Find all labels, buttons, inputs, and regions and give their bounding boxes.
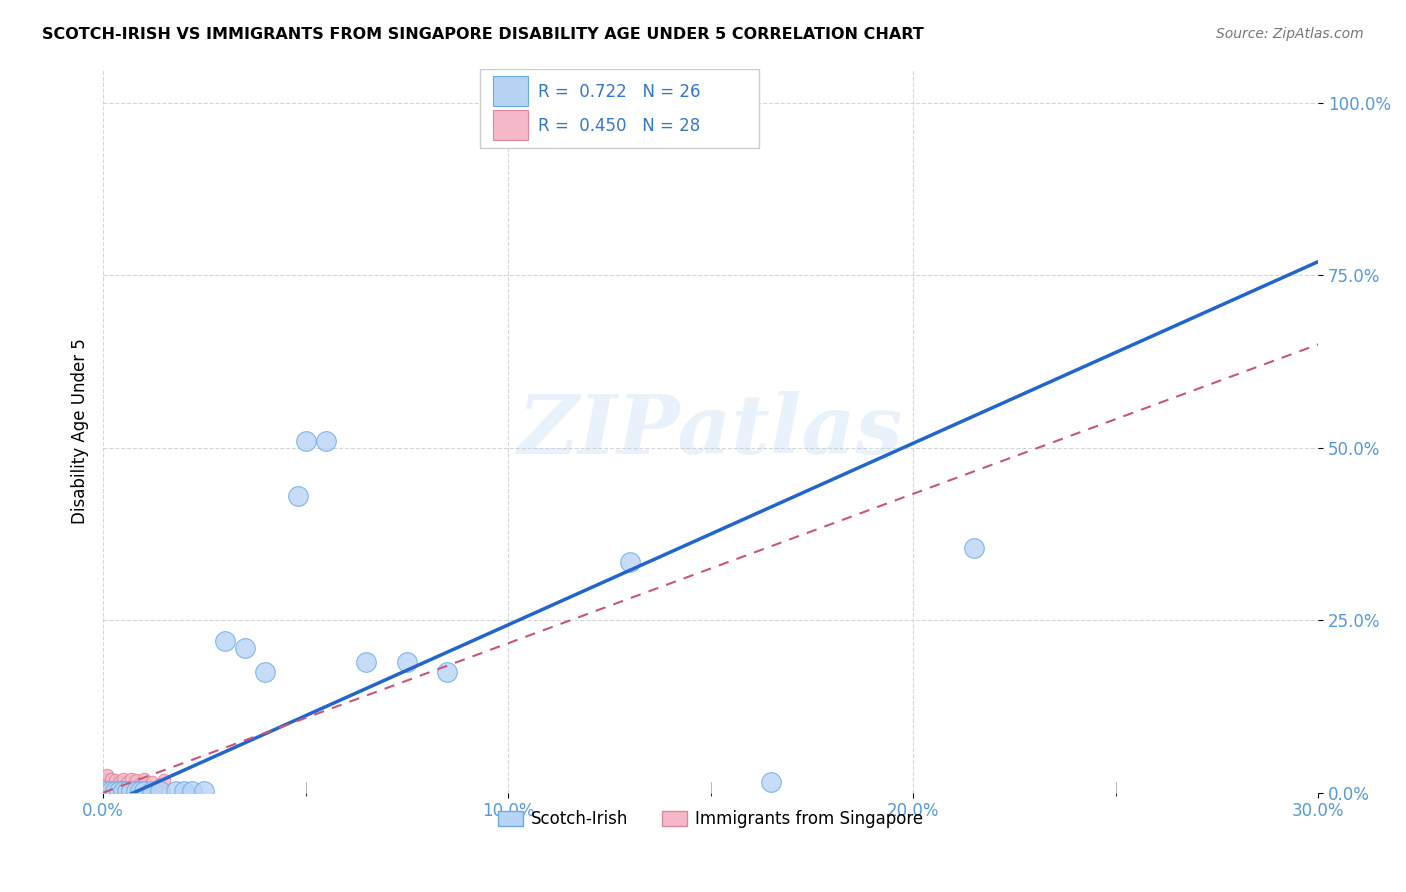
- Point: [173, 783, 195, 797]
- Y-axis label: Disability Age Under 5: Disability Age Under 5: [72, 338, 89, 524]
- Point: [165, 784, 187, 798]
- Point: [132, 783, 155, 797]
- Point: [108, 775, 131, 789]
- Text: ZIPatlas: ZIPatlas: [517, 391, 904, 471]
- Point: [100, 783, 122, 797]
- Point: [128, 784, 150, 798]
- Point: [96, 775, 118, 789]
- Point: [761, 775, 783, 789]
- Point: [117, 775, 139, 789]
- Point: [124, 782, 146, 797]
- Point: [100, 777, 122, 791]
- Point: [356, 655, 378, 669]
- Point: [294, 434, 316, 448]
- FancyBboxPatch shape: [494, 110, 529, 140]
- FancyBboxPatch shape: [494, 76, 529, 106]
- Point: [104, 773, 127, 788]
- Point: [287, 489, 309, 503]
- Point: [96, 772, 118, 786]
- Point: [436, 665, 458, 679]
- Point: [117, 782, 139, 797]
- Legend: Scotch-Irish, Immigrants from Singapore: Scotch-Irish, Immigrants from Singapore: [491, 804, 931, 835]
- Point: [619, 555, 641, 569]
- Point: [124, 773, 146, 788]
- Point: [181, 784, 204, 798]
- Point: [315, 434, 337, 448]
- Point: [233, 640, 256, 655]
- Point: [112, 779, 135, 793]
- Point: [214, 634, 236, 648]
- Point: [96, 779, 118, 793]
- Point: [193, 783, 215, 797]
- Point: [963, 541, 986, 555]
- Point: [136, 780, 159, 794]
- Point: [108, 782, 131, 797]
- Point: [104, 780, 127, 794]
- Point: [395, 655, 418, 669]
- Point: [96, 782, 118, 797]
- Point: [149, 783, 172, 797]
- Point: [132, 772, 155, 786]
- Point: [121, 779, 143, 793]
- Point: [108, 783, 131, 797]
- Point: [112, 772, 135, 786]
- Point: [128, 777, 150, 791]
- Point: [96, 768, 118, 782]
- Point: [96, 784, 118, 798]
- Text: SCOTCH-IRISH VS IMMIGRANTS FROM SINGAPORE DISABILITY AGE UNDER 5 CORRELATION CHA: SCOTCH-IRISH VS IMMIGRANTS FROM SINGAPOR…: [42, 27, 924, 42]
- Point: [112, 784, 135, 798]
- Point: [132, 782, 155, 797]
- Point: [141, 775, 163, 789]
- Text: Source: ZipAtlas.com: Source: ZipAtlas.com: [1216, 27, 1364, 41]
- Point: [104, 784, 127, 798]
- Point: [117, 783, 139, 797]
- Point: [100, 772, 122, 786]
- Point: [149, 777, 172, 791]
- Text: R =  0.722   N = 26: R = 0.722 N = 26: [538, 84, 700, 102]
- Point: [141, 783, 163, 797]
- Text: R =  0.450   N = 28: R = 0.450 N = 28: [538, 118, 700, 136]
- Point: [121, 772, 143, 786]
- Point: [124, 783, 146, 797]
- Point: [254, 665, 277, 679]
- FancyBboxPatch shape: [479, 69, 759, 148]
- Point: [153, 773, 176, 788]
- Point: [720, 89, 742, 103]
- Point: [100, 782, 122, 797]
- Point: [145, 782, 167, 797]
- Point: [121, 784, 143, 798]
